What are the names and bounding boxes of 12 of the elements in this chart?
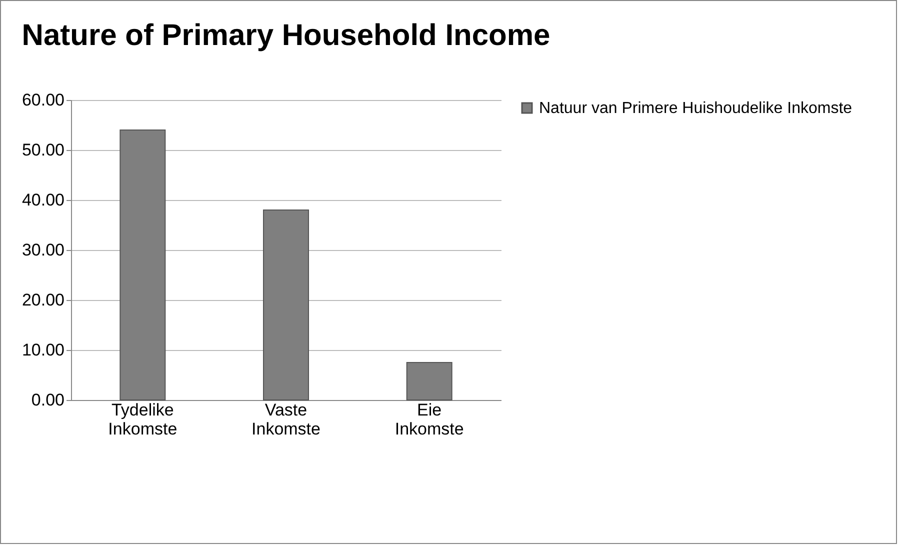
y-tick-label: 0.00 (31, 390, 64, 410)
y-tick-label: 30.00 (22, 240, 64, 260)
y-tick-label: 10.00 (22, 340, 64, 360)
x-tick-label: Vaste Inkomste (252, 400, 320, 438)
y-tick-label: 40.00 (22, 190, 64, 210)
x-tick-label: Eie Inkomste (394, 400, 464, 438)
y-tick-label: 20.00 (22, 290, 64, 310)
legend-label: Natuur van Primere Huishoudelike Inkomste (539, 100, 852, 117)
x-tick-label: Tydelike Inkomste (108, 400, 178, 438)
y-tick-label: 50.00 (22, 140, 64, 160)
y-tick-label: 60.00 (22, 90, 64, 110)
chart-title: Nature of Primary Household Income (22, 19, 550, 52)
